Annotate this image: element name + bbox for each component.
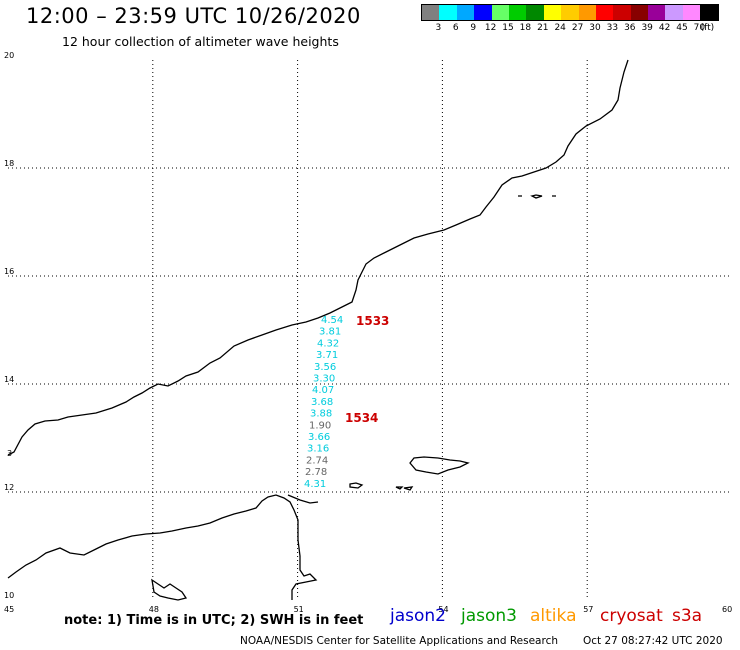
page-title: 12:00 – 23:59 UTC 10/26/2020	[26, 4, 361, 28]
socotra-island	[409, 456, 470, 475]
color-scale-label: 36	[624, 23, 636, 33]
color-swatch	[595, 5, 614, 20]
color-scale-label: 33	[606, 23, 619, 33]
wave-height-value: 2.78	[305, 467, 327, 478]
color-swatch	[456, 5, 475, 20]
legend-jason2: jason2	[390, 606, 446, 626]
latitude-label: 12	[4, 483, 14, 492]
color-swatch	[561, 5, 579, 20]
wave-height-value: 3.56	[314, 362, 336, 373]
latitude-label: 16	[4, 267, 14, 276]
color-swatch	[682, 5, 701, 20]
legend-s3a: s3a	[672, 606, 703, 626]
color-swatch	[648, 5, 666, 20]
longitude-label: 51	[294, 605, 304, 614]
longitude-label: 60	[722, 605, 732, 614]
color-swatch	[439, 5, 457, 20]
page-subtitle: 12 hour collection of altimeter wave hei…	[62, 34, 339, 49]
units-note: note: 1) Time is in UTC; 2) SWH is in fe…	[64, 613, 364, 628]
color-swatch	[508, 5, 527, 20]
color-swatch	[700, 5, 718, 20]
wave-height-value: 1.90	[309, 420, 331, 431]
color-swatch	[526, 5, 544, 20]
longitude-label: 45	[4, 605, 14, 614]
color-scale-label: 12	[484, 23, 497, 33]
abd-al-kuri-island	[349, 482, 364, 489]
edge-lat-label: 3	[7, 449, 12, 458]
wave-height-value: 3.66	[308, 432, 330, 443]
longitude-label: 57	[583, 605, 593, 614]
wave-height-value: 3.30	[313, 374, 335, 385]
wave-height-value: 3.16	[307, 444, 329, 455]
legend-cryosat: cryosat	[600, 606, 663, 626]
legend-altika: altika	[530, 606, 577, 626]
color-scale-label: 27	[571, 23, 584, 33]
wave-height-value: 4.54	[321, 315, 343, 326]
color-scale-label: 18	[519, 23, 532, 33]
color-scale-label: 15	[502, 23, 514, 33]
footer-timestamp: Oct 27 08:27:42 UTC 2020	[583, 635, 723, 647]
latitude-label: 18	[4, 159, 14, 168]
footer-credit: NOAA/NESDIS Center for Satellite Applica…	[240, 635, 558, 647]
color-swatch	[543, 5, 562, 20]
latitude-label: 14	[4, 375, 14, 384]
color-swatch	[474, 5, 492, 20]
color-scale-label: 45	[676, 23, 688, 33]
latitude-labels: 20 18 16 14 12 10	[4, 51, 14, 600]
wave-height-value: 4.32	[317, 338, 339, 349]
legend-jason3: jason3	[461, 606, 517, 626]
latitude-label: 20	[4, 51, 14, 60]
color-swatch	[578, 5, 596, 20]
pass-label-1533: 1533	[356, 314, 389, 328]
color-scale-label: 70	[693, 23, 706, 33]
wave-height-value: 3.71	[316, 350, 338, 361]
wave-height-track: 4.543.814.323.713.563.304.073.683.881.90…	[304, 315, 343, 490]
longitude-label: 48	[149, 605, 159, 614]
longitude-labels: 45 48 51 54 57 60	[4, 605, 732, 614]
wave-height-value: 3.81	[319, 327, 341, 338]
wave-height-value: 3.88	[310, 409, 332, 420]
coastline	[7, 59, 629, 601]
longitude-label: 54	[438, 605, 448, 614]
color-scale-label: 24	[554, 23, 566, 33]
color-swatch	[422, 5, 440, 20]
coastline-bottom-block	[151, 578, 188, 601]
color-scale-label: 6	[452, 23, 459, 33]
color-swatch	[613, 5, 631, 20]
color-swatch	[630, 5, 649, 20]
color-scale-labels: 3 6 9 12 15 18 21 24 27 30 33 36 39 42 45 70 (ft)	[421, 23, 719, 35]
coastline-arabia	[7, 59, 629, 456]
color-scale-label: 3	[435, 23, 442, 33]
color-scale-label: 9	[470, 23, 477, 33]
color-scale-label: 39	[641, 23, 653, 33]
color-scale-label: 42	[658, 23, 671, 33]
color-scale-unit: (ft)	[700, 23, 715, 33]
coastline-somalia	[7, 494, 319, 600]
latitude-label: 10	[4, 591, 14, 600]
small-islands	[395, 194, 556, 491]
wave-height-value: 2.74	[306, 455, 328, 466]
color-scale-label: 21	[537, 23, 549, 33]
map-grid	[8, 60, 732, 600]
wave-height-color-scale: 3 6 9 12 15 18 21 24 27 30 33 36 39 42 45 70 (ft)	[421, 4, 719, 35]
wave-height-value: 3.68	[311, 397, 333, 408]
pass-label-1534: 1534	[345, 411, 378, 425]
color-swatch	[665, 5, 683, 20]
color-swatch	[491, 5, 509, 20]
wave-height-value: 4.07	[312, 385, 334, 396]
color-scale-label: 30	[589, 23, 601, 33]
wave-height-value: 4.31	[304, 479, 326, 490]
color-scale-swatches	[421, 4, 719, 21]
